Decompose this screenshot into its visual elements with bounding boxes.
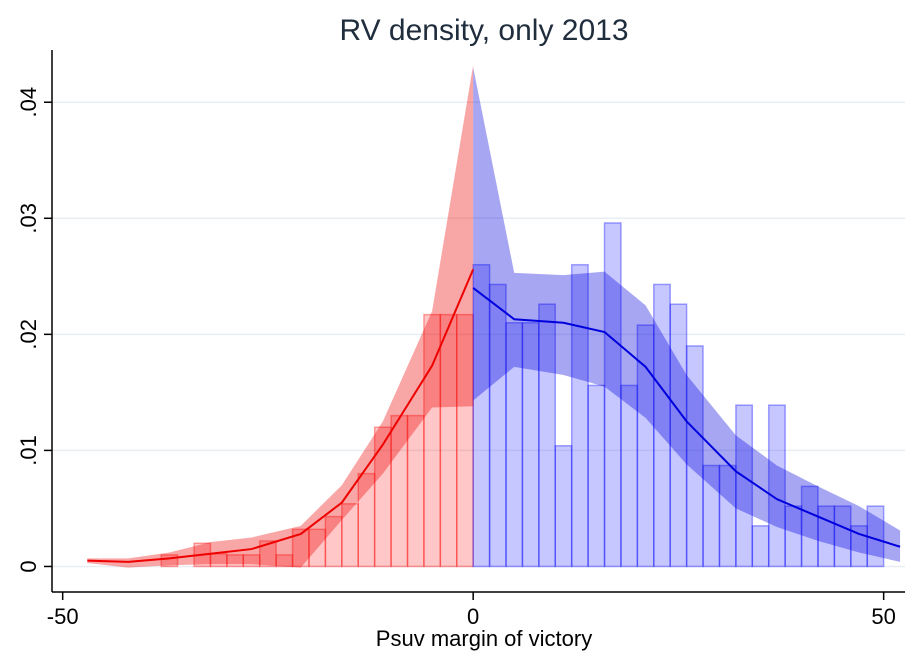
- histogram-bar: [538, 303, 557, 568]
- histogram-bar: [242, 554, 261, 568]
- x-tick-label: 50: [871, 604, 895, 629]
- y-tick-label: 0: [16, 560, 41, 572]
- histogram-bar: [833, 505, 852, 568]
- x-axis-label: Psuv margin of victory: [376, 626, 592, 651]
- histogram-bar: [702, 464, 721, 568]
- histogram-bar: [718, 464, 737, 568]
- histogram-bar: [439, 313, 458, 568]
- histogram-bar: [653, 283, 671, 568]
- histogram-bar: [357, 472, 376, 568]
- y-tick-label: .01: [16, 435, 41, 466]
- fit-line: [87, 268, 475, 563]
- x-tick-label: 0: [467, 604, 479, 629]
- histogram-bar: [488, 283, 507, 568]
- confidence-band: [87, 65, 474, 568]
- histogram-bar: [324, 515, 343, 568]
- histogram-bar: [226, 554, 245, 568]
- histogram-bar: [554, 445, 573, 568]
- histogram-bar: [406, 414, 425, 568]
- histogram-bar: [341, 503, 359, 568]
- histogram-bar: [505, 321, 524, 568]
- histogram-bar: [373, 426, 392, 568]
- histogram-bar: [587, 384, 606, 568]
- histogram-bar: [767, 404, 786, 568]
- histogram-bar: [636, 324, 655, 568]
- histogram-bar: [423, 313, 442, 568]
- chart-title: RV density, only 2013: [339, 14, 628, 47]
- y-tick-label: .02: [16, 319, 41, 350]
- histogram-bar: [275, 554, 294, 568]
- fit-line: [472, 287, 901, 548]
- histogram-bar: [751, 525, 770, 568]
- histogram-bar: [308, 528, 327, 568]
- histogram-bar: [620, 384, 639, 568]
- y-tick-label: .03: [16, 203, 41, 234]
- y-tick-label: .04: [16, 87, 41, 118]
- histogram-bar: [685, 345, 704, 568]
- histogram-bar: [472, 263, 491, 568]
- histogram-bar: [521, 321, 540, 568]
- x-tick-label: -50: [47, 604, 79, 629]
- histogram-bar: [603, 222, 622, 568]
- histogram-bar: [570, 263, 589, 568]
- histogram-bar: [390, 414, 409, 568]
- histogram-bar: [291, 528, 310, 568]
- histogram-bar: [455, 313, 474, 568]
- histogram-bar: [669, 303, 688, 568]
- confidence-band: [473, 67, 901, 562]
- histogram-bar: [800, 485, 819, 568]
- histogram-bar: [735, 404, 754, 568]
- histogram-bar: [258, 540, 277, 568]
- histogram-bar: [160, 554, 179, 568]
